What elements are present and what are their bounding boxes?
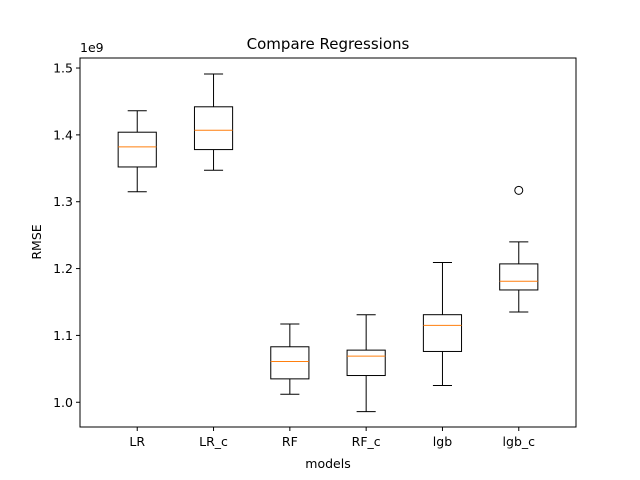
x-axis-label: models <box>305 456 350 471</box>
chart-title: Compare Regressions <box>247 35 410 53</box>
y-tick-label: 1.3 <box>53 194 73 209</box>
y-axis-label: RMSE <box>29 224 44 259</box>
plot-area: 1.0 1.1 1.2 1.3 1.4 1.5 LR LR_c RF RF_c lgb lgb_c <box>53 61 539 449</box>
plot-frame <box>79 57 577 428</box>
box-iqr <box>422 314 463 352</box>
x-tick-label: LR_c <box>199 434 228 449</box>
y-offset-label: 1e9 <box>80 40 104 55</box>
x-tick-label: RF <box>282 434 298 449</box>
outlier-point <box>514 185 524 195</box>
y-tick-label: 1.0 <box>53 395 73 410</box>
x-tick-label: lgb <box>433 434 452 449</box>
box-iqr <box>193 106 234 151</box>
y-tick-label: 1.2 <box>53 261 73 276</box>
y-tick-label: 1.1 <box>53 328 73 343</box>
y-tick-label: 1.4 <box>53 127 73 142</box>
x-tick-label: LR <box>129 434 145 449</box>
box-iqr <box>346 349 386 377</box>
y-tick-label: 1.5 <box>53 61 73 76</box>
x-tick-label: RF_c <box>352 434 381 449</box>
x-tick-label: lgb_c <box>503 434 536 449</box>
box-iqr <box>117 131 157 168</box>
box-iqr <box>499 263 539 291</box>
box-iqr <box>270 346 310 380</box>
